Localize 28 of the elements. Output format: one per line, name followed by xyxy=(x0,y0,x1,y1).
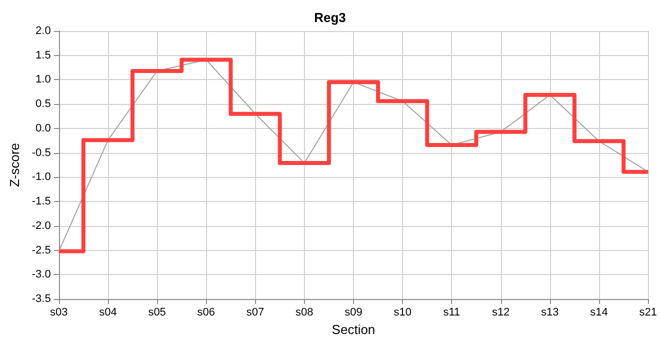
y-tick-label: 1.5 xyxy=(36,49,51,62)
x-tick-label: s07 xyxy=(246,306,264,318)
x-tick-label: s11 xyxy=(443,306,460,318)
chart-title: Reg3 xyxy=(314,10,346,25)
x-tick-label: s21 xyxy=(639,306,658,318)
y-tick-label: -3.0 xyxy=(32,268,51,281)
x-tick-label: s10 xyxy=(394,306,412,318)
y-tick-label: 0.5 xyxy=(36,98,51,110)
y-tick-label: 0.0 xyxy=(36,122,51,134)
y-tick-label: -2.0 xyxy=(32,220,51,232)
x-tick-label: s04 xyxy=(99,306,117,318)
x-tick-label: s05 xyxy=(148,306,166,318)
y-tick-label: -1.5 xyxy=(32,196,51,208)
x-axis-title: Section xyxy=(332,322,376,337)
x-tick-label: s09 xyxy=(344,306,362,318)
y-tick-label: -2.5 xyxy=(32,244,51,256)
y-tick-label: -1.0 xyxy=(32,171,51,184)
x-tick-label: s06 xyxy=(197,306,216,318)
x-tick-label: s13 xyxy=(541,306,559,318)
x-tick-label: s14 xyxy=(590,306,608,318)
y-tick-label: -0.5 xyxy=(32,146,51,159)
x-tick-label: s08 xyxy=(296,306,314,318)
x-tick-label: s12 xyxy=(492,306,510,318)
y-tick-label: -3.5 xyxy=(32,293,51,305)
x-tick-label: s03 xyxy=(50,306,68,318)
y-axis-title: Z-score xyxy=(7,142,22,188)
y-tick-label: 1.0 xyxy=(36,74,51,86)
y-tick-label: 2.0 xyxy=(36,25,51,37)
